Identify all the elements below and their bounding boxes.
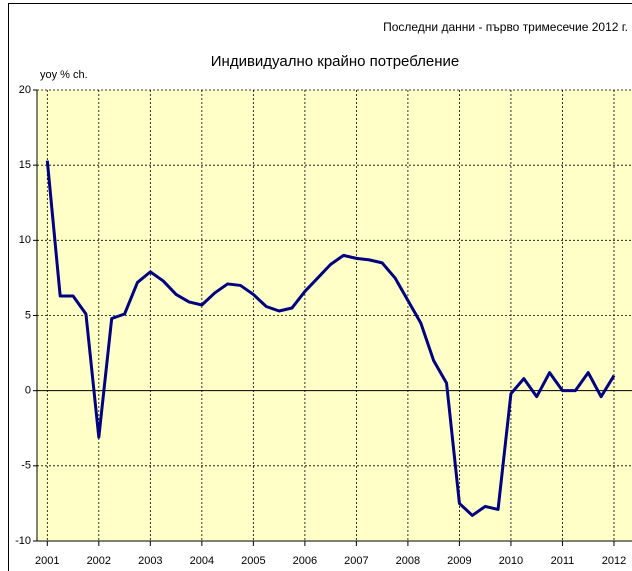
subtitle: Последни данни - първо тримесечие 2012 г… [383, 20, 628, 34]
x-tick-label: 2006 [293, 555, 317, 567]
x-tick-label: 2009 [447, 555, 471, 567]
x-tick-label: 2008 [396, 555, 420, 567]
y-tick-label: -5 [21, 460, 31, 472]
chart-title: Индивидуално крайно потребление [211, 53, 459, 70]
y-tick-label: 20 [19, 84, 31, 96]
y-tick-label: -10 [15, 535, 31, 547]
x-tick-label: 2007 [344, 555, 368, 567]
x-tick-label: 2003 [138, 555, 162, 567]
y-tick-label: 15 [19, 159, 31, 171]
x-tick-label: 2011 [551, 555, 575, 567]
y-tick-label: 5 [25, 309, 31, 321]
x-tick-label: 2002 [87, 555, 111, 567]
x-tick-label: 2001 [35, 555, 59, 567]
data-line [45, 160, 616, 517]
y-tick-label: 10 [19, 234, 31, 246]
x-tick-label: 2005 [241, 555, 265, 567]
y-tick-label: 0 [25, 385, 31, 397]
y-axis-label: yoy % ch. [40, 69, 88, 81]
x-tick-label: 2012 [602, 555, 626, 567]
x-tick-label: 2004 [190, 555, 214, 567]
x-tick-label: 2010 [499, 555, 523, 567]
